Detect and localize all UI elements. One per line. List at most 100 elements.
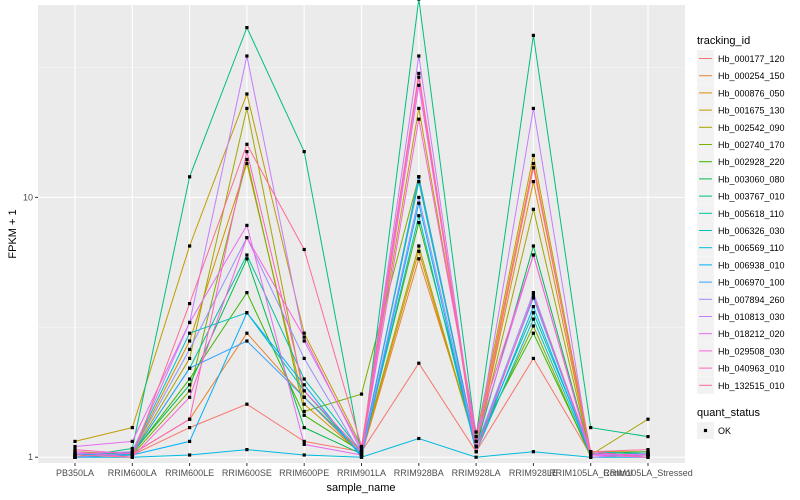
data-point	[188, 366, 192, 370]
data-point	[531, 324, 535, 328]
data-point	[188, 377, 192, 381]
legend-item: Hb_000177_120	[697, 50, 785, 67]
data-point	[245, 253, 249, 257]
data-point	[245, 331, 249, 335]
data-point	[73, 444, 77, 449]
data-point	[417, 117, 421, 121]
data-point	[245, 223, 249, 227]
data-point	[188, 395, 192, 399]
legend-item: Hb_006970_100	[697, 273, 785, 291]
x-tick-label: RRIM928BA	[394, 468, 444, 478]
data-point	[302, 395, 306, 399]
y-tick-label: 1	[28, 452, 33, 462]
data-point	[302, 442, 306, 446]
x-axis-title: sample_name	[326, 482, 395, 494]
legend-item: Hb_005618_110	[697, 204, 784, 222]
data-point	[474, 439, 478, 443]
data-point	[417, 75, 421, 79]
data-point	[359, 455, 364, 459]
legend-label: Hb_002928_220	[718, 157, 785, 167]
legend-label: Hb_005618_110	[718, 209, 784, 219]
data-point	[245, 402, 249, 406]
data-point	[589, 450, 593, 454]
data-point	[589, 426, 593, 430]
data-point	[245, 311, 249, 315]
data-point	[245, 106, 249, 110]
legend-item: Hb_003767_010	[697, 187, 785, 205]
data-point	[531, 207, 535, 211]
data-point	[302, 356, 306, 360]
data-point	[302, 339, 306, 343]
data-point	[417, 175, 421, 179]
data-point	[417, 106, 421, 110]
data-point	[417, 361, 421, 365]
data-point	[531, 356, 535, 360]
data-point	[302, 409, 306, 414]
data-point	[359, 444, 364, 449]
data-point	[589, 455, 593, 459]
data-point	[188, 339, 192, 343]
data-point	[474, 444, 478, 449]
data-point	[474, 430, 478, 434]
data-point	[245, 157, 249, 161]
legend-label: Hb_002542_090	[718, 123, 785, 133]
axes: 1 10 PB350LA RRIM600LA RRIM600LE RRIM600SE RRI…	[23, 192, 693, 478]
legend-label: Hb_006970_100	[718, 278, 785, 288]
data-point	[531, 33, 535, 37]
data-point	[417, 195, 421, 199]
x-tick-label: RRIM600LA	[108, 468, 157, 478]
data-point	[531, 291, 535, 295]
legend-label: Hb_002740_170	[718, 140, 785, 150]
data-point	[188, 356, 192, 360]
legend-label: Hb_132515_010	[718, 381, 785, 391]
legend-item: Hb_002542_090	[697, 118, 785, 136]
data-point	[188, 439, 192, 443]
data-point	[589, 453, 593, 457]
legend-label: Hb_006326_030	[718, 226, 785, 236]
legend-item: Hb_000254_150	[697, 67, 785, 85]
x-tick-label: RRIM105LA_Control	[549, 468, 632, 478]
shape-legend-item: OK	[697, 422, 731, 439]
legend-item: Hb_002740_170	[697, 136, 785, 153]
x-tick-label: RRIM928LE	[509, 468, 558, 478]
legend-label: Hb_018212_020	[718, 329, 785, 339]
data-point	[531, 244, 535, 248]
data-point	[474, 450, 478, 454]
legend-item: Hb_003060_080	[697, 170, 785, 188]
data-point	[302, 335, 306, 339]
legend-label: Hb_000254_150	[718, 71, 785, 81]
data-point	[302, 413, 306, 417]
legend-label: Hb_001675_130	[718, 106, 785, 116]
data-point	[302, 426, 306, 430]
data-point	[646, 435, 650, 439]
data-point	[531, 253, 535, 257]
data-point	[531, 450, 535, 454]
legend-item: Hb_006326_030	[697, 222, 785, 239]
data-point	[188, 302, 192, 306]
data-point	[188, 175, 192, 179]
data-point	[245, 54, 249, 58]
legend-title: tracking_id	[697, 35, 750, 47]
legend-item: Hb_000876_050	[697, 84, 785, 102]
data-points	[73, 0, 650, 459]
data-point	[302, 402, 306, 406]
legend-item: Hb_029508_030	[697, 342, 785, 360]
y-tick-label: 10	[23, 192, 33, 202]
data-point	[188, 244, 192, 248]
data-point	[245, 161, 249, 166]
data-point	[130, 450, 134, 454]
data-point	[474, 435, 478, 439]
data-point	[245, 26, 249, 30]
data-point	[531, 311, 535, 315]
data-point	[646, 417, 650, 421]
data-point	[188, 320, 192, 325]
data-point	[188, 383, 192, 387]
data-point	[417, 221, 421, 225]
data-point	[646, 448, 650, 452]
x-tick-label: RRIM600LE	[165, 468, 214, 478]
data-point	[302, 247, 306, 252]
data-point	[188, 417, 192, 421]
data-point	[130, 439, 134, 443]
data-point	[302, 439, 306, 443]
x-tick-label: RRIM928LA	[452, 468, 501, 478]
